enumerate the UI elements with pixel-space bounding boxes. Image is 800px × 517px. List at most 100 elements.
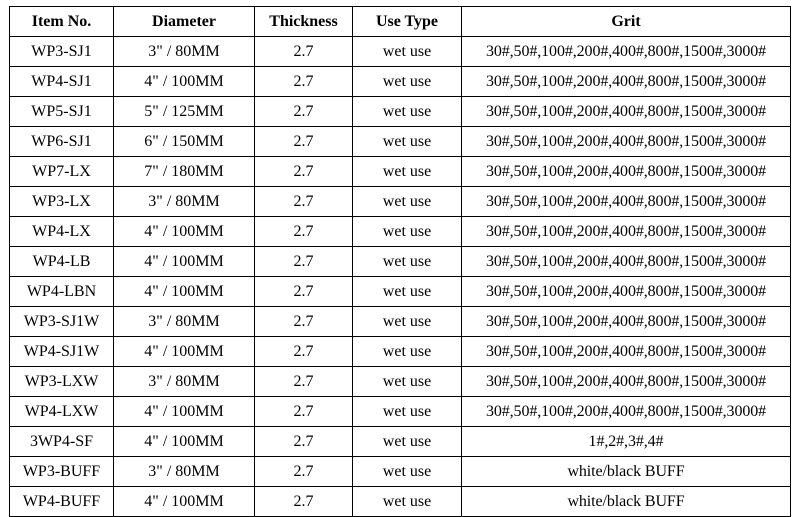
header-diameter: Diameter [113,6,255,37]
item-no-cell: WP3-SJ1W [9,306,114,337]
diameter-cell: 3" / 80MM [113,186,255,217]
grit-cell: 30#,50#,100#,200#,400#,800#,1500#,3000# [461,336,791,367]
grit-cell: 30#,50#,100#,200#,400#,800#,1500#,3000# [461,36,791,67]
use-type-cell: wet use [352,456,462,487]
grit-cell: 30#,50#,100#,200#,400#,800#,1500#,3000# [461,246,791,277]
thickness-cell: 2.7 [254,396,353,427]
grit-cell: 30#,50#,100#,200#,400#,800#,1500#,3000# [461,306,791,337]
header-item-no: Item No. [9,6,114,37]
table-row: WP6-SJ1 6" / 150MM 2.7 wet use 30#,50#,100#,… [9,126,791,157]
item-no-cell: WP3-BUFF [9,456,114,487]
table-row: WP4-LB 4" / 100MM 2.7 wet use 30#,50#,100#,2… [9,246,791,277]
use-type-cell: wet use [352,96,462,127]
thickness-cell: 2.7 [254,96,353,127]
thickness-cell: 2.7 [254,36,353,67]
grit-cell: 30#,50#,100#,200#,400#,800#,1500#,3000# [461,156,791,187]
use-type-cell: wet use [352,246,462,277]
grit-cell: 1#,2#,3#,4# [461,426,791,457]
table-row: WP4-BUFF 4" / 100MM 2.7 wet use white/black … [9,486,791,517]
table-row: WP4-SJ1 4" / 100MM 2.7 wet use 30#,50#,100#,… [9,66,791,97]
item-no-cell: WP4-LX [9,216,114,247]
thickness-cell: 2.7 [254,66,353,97]
use-type-cell: wet use [352,366,462,397]
table-row: WP3-SJ1 3" / 80MM 2.7 wet use 30#,50#,100#,2… [9,36,791,67]
diameter-cell: 4" / 100MM [113,426,255,457]
table-row: WP7-LX 7" / 180MM 2.7 wet use 30#,50#,100#,2… [9,156,791,187]
grit-cell: white/black BUFF [461,486,791,517]
thickness-cell: 2.7 [254,126,353,157]
use-type-cell: wet use [352,336,462,367]
use-type-cell: wet use [352,396,462,427]
item-no-cell: WP4-SJ1W [9,336,114,367]
table-row: WP4-LBN 4" / 100MM 2.7 wet use 30#,50#,100#,… [9,276,791,307]
diameter-cell: 4" / 100MM [113,246,255,277]
table-row: WP3-LX 3" / 80MM 2.7 wet use 30#,50#,100#,20… [9,186,791,217]
use-type-cell: wet use [352,276,462,307]
thickness-cell: 2.7 [254,366,353,397]
header-use-type: Use Type [352,6,462,37]
diameter-cell: 4" / 100MM [113,276,255,307]
grit-cell: 30#,50#,100#,200#,400#,800#,1500#,3000# [461,126,791,157]
diameter-cell: 4" / 100MM [113,336,255,367]
use-type-cell: wet use [352,216,462,247]
use-type-cell: wet use [352,156,462,187]
item-no-cell: WP3-LXW [9,366,114,397]
item-no-cell: WP5-SJ1 [9,96,114,127]
header-thickness: Thickness [254,6,353,37]
table-header-row: Item No. Diameter Thickness Use Type Gri… [9,6,791,37]
thickness-cell: 2.7 [254,336,353,367]
diameter-cell: 6" / 150MM [113,126,255,157]
diameter-cell: 5" / 125MM [113,96,255,127]
item-no-cell: WP4-LBN [9,276,114,307]
diameter-cell: 7" / 180MM [113,156,255,187]
diameter-cell: 3" / 80MM [113,36,255,67]
thickness-cell: 2.7 [254,246,353,277]
table-row: WP5-SJ1 5" / 125MM 2.7 wet use 30#,50#,100#,… [9,96,791,127]
thickness-cell: 2.7 [254,216,353,247]
grit-cell: 30#,50#,100#,200#,400#,800#,1500#,3000# [461,66,791,97]
use-type-cell: wet use [352,126,462,157]
table-row: WP4-LX 4" / 100MM 2.7 wet use 30#,50#,100#,2… [9,216,791,247]
item-no-cell: WP4-LXW [9,396,114,427]
grit-cell: 30#,50#,100#,200#,400#,800#,1500#,3000# [461,366,791,397]
diameter-cell: 4" / 100MM [113,396,255,427]
item-no-cell: WP3-SJ1 [9,36,114,67]
grit-cell: 30#,50#,100#,200#,400#,800#,1500#,3000# [461,96,791,127]
diameter-cell: 3" / 80MM [113,306,255,337]
grit-cell: 30#,50#,100#,200#,400#,800#,1500#,3000# [461,396,791,427]
item-no-cell: WP4-SJ1 [9,66,114,97]
diameter-cell: 3" / 80MM [113,366,255,397]
table-body: WP3-SJ1 3" / 80MM 2.7 wet use 30#,50#,100#,2… [9,36,791,517]
item-no-cell: WP4-BUFF [9,486,114,517]
table-row: WP4-SJ1W 4" / 100MM 2.7 wet use 30#,50#,100#… [9,336,791,367]
grit-cell: 30#,50#,100#,200#,400#,800#,1500#,3000# [461,216,791,247]
item-no-cell: 3WP4-SF [9,426,114,457]
grit-cell: white/black BUFF [461,456,791,487]
thickness-cell: 2.7 [254,306,353,337]
thickness-cell: 2.7 [254,186,353,217]
item-no-cell: WP3-LX [9,186,114,217]
grit-cell: 30#,50#,100#,200#,400#,800#,1500#,3000# [461,186,791,217]
table-row: WP4-LXW 4" / 100MM 2.7 wet use 30#,50#,100#,… [9,396,791,427]
thickness-cell: 2.7 [254,156,353,187]
diameter-cell: 4" / 100MM [113,486,255,517]
use-type-cell: wet use [352,306,462,337]
header-grit: Grit [461,6,791,37]
use-type-cell: wet use [352,426,462,457]
use-type-cell: wet use [352,66,462,97]
thickness-cell: 2.7 [254,456,353,487]
diameter-cell: 4" / 100MM [113,216,255,247]
item-no-cell: WP7-LX [9,156,114,187]
product-spec-table: Item No. Diameter Thickness Use Type Gri… [9,6,791,517]
table-row: 3WP4-SF 4" / 100MM 2.7 wet use 1#,2#,3#,4# [9,426,791,457]
thickness-cell: 2.7 [254,276,353,307]
diameter-cell: 4" / 100MM [113,66,255,97]
item-no-cell: WP6-SJ1 [9,126,114,157]
diameter-cell: 3" / 80MM [113,456,255,487]
use-type-cell: wet use [352,36,462,67]
table-row: WP3-LXW 3" / 80MM 2.7 wet use 30#,50#,100#,2… [9,366,791,397]
grit-cell: 30#,50#,100#,200#,400#,800#,1500#,3000# [461,276,791,307]
use-type-cell: wet use [352,186,462,217]
table-row: WP3-SJ1W 3" / 80MM 2.7 wet use 30#,50#,100#,… [9,306,791,337]
table-row: WP3-BUFF 3" / 80MM 2.7 wet use white/black B… [9,456,791,487]
